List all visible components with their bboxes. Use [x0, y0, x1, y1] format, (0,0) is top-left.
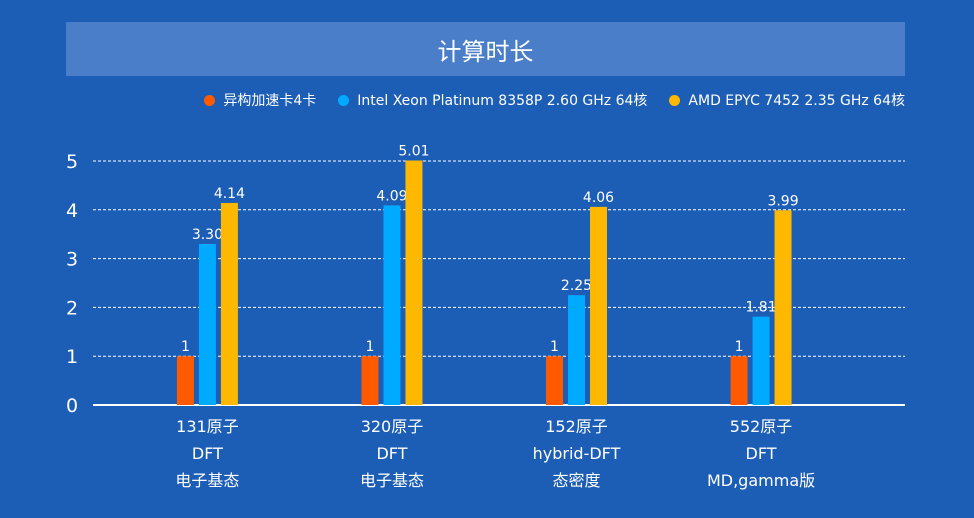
- data-label: 4.14: [214, 186, 245, 202]
- y-tick-label: 4: [66, 200, 78, 222]
- legend-item: Intel Xeon Platinum 8358P 2.60 GHz 64核: [338, 90, 647, 110]
- bar: [176, 356, 194, 405]
- x-tick-label: 320原子: [361, 417, 424, 436]
- y-tick-label: 5: [66, 151, 78, 173]
- data-label: 2.25: [561, 278, 592, 294]
- x-tick-label: DFT: [192, 444, 223, 463]
- bar: [568, 295, 586, 405]
- bar: [752, 316, 770, 405]
- y-tick-label: 0: [66, 395, 78, 417]
- x-tick-label: 电子基态: [360, 471, 424, 490]
- x-tick-label: 552原子: [730, 417, 793, 436]
- bar: [730, 356, 748, 405]
- y-tick-label: 1: [66, 346, 78, 368]
- legend: 异构加速卡4卡 Intel Xeon Platinum 8358P 2.60 GH…: [204, 90, 905, 110]
- y-tick-label: 3: [66, 249, 78, 271]
- bar: [361, 356, 379, 405]
- data-label: 3.99: [767, 193, 798, 209]
- x-tick-label: DFT: [376, 444, 407, 463]
- x-tick-label: 131原子: [176, 417, 239, 436]
- x-tick-label: 态密度: [553, 471, 601, 490]
- data-label: 1.81: [745, 300, 776, 316]
- data-label: 4.09: [376, 188, 407, 204]
- bar: [546, 356, 564, 405]
- bar: [405, 160, 423, 405]
- data-label: 1: [735, 339, 744, 355]
- legend-label: Intel Xeon Platinum 8358P 2.60 GHz 64核: [357, 93, 648, 109]
- legend-swatch: [669, 94, 681, 106]
- data-label: 1: [366, 339, 375, 355]
- bar: [590, 206, 608, 405]
- x-tick-label: MD,gamma版: [707, 471, 815, 490]
- y-tick-label: 2: [66, 297, 78, 319]
- bar: [383, 205, 401, 405]
- data-label: 1: [550, 339, 559, 355]
- x-tick-label: 电子基态: [175, 471, 239, 490]
- bar: [774, 210, 792, 405]
- legend-swatch: [204, 94, 216, 106]
- chart-title: 计算时长: [66, 22, 905, 76]
- legend-item: 异构加速卡4卡: [204, 90, 316, 110]
- x-tick-label: DFT: [746, 444, 777, 463]
- data-label: 4.06: [583, 190, 614, 206]
- legend-item: AMD EPYC 7452 2.35 GHz 64核: [669, 90, 905, 110]
- x-tick-label: 152原子: [545, 417, 608, 436]
- bar: [198, 243, 216, 405]
- legend-swatch: [338, 94, 350, 106]
- data-label: 1: [181, 339, 190, 355]
- x-tick-label: hybrid-DFT: [533, 444, 621, 463]
- legend-label: AMD EPYC 7452 2.35 GHz 64核: [688, 93, 905, 109]
- data-label: 5.01: [398, 144, 429, 160]
- data-label: 3.30: [192, 227, 223, 243]
- bar: [220, 202, 238, 405]
- legend-label: 异构加速卡4卡: [223, 93, 317, 109]
